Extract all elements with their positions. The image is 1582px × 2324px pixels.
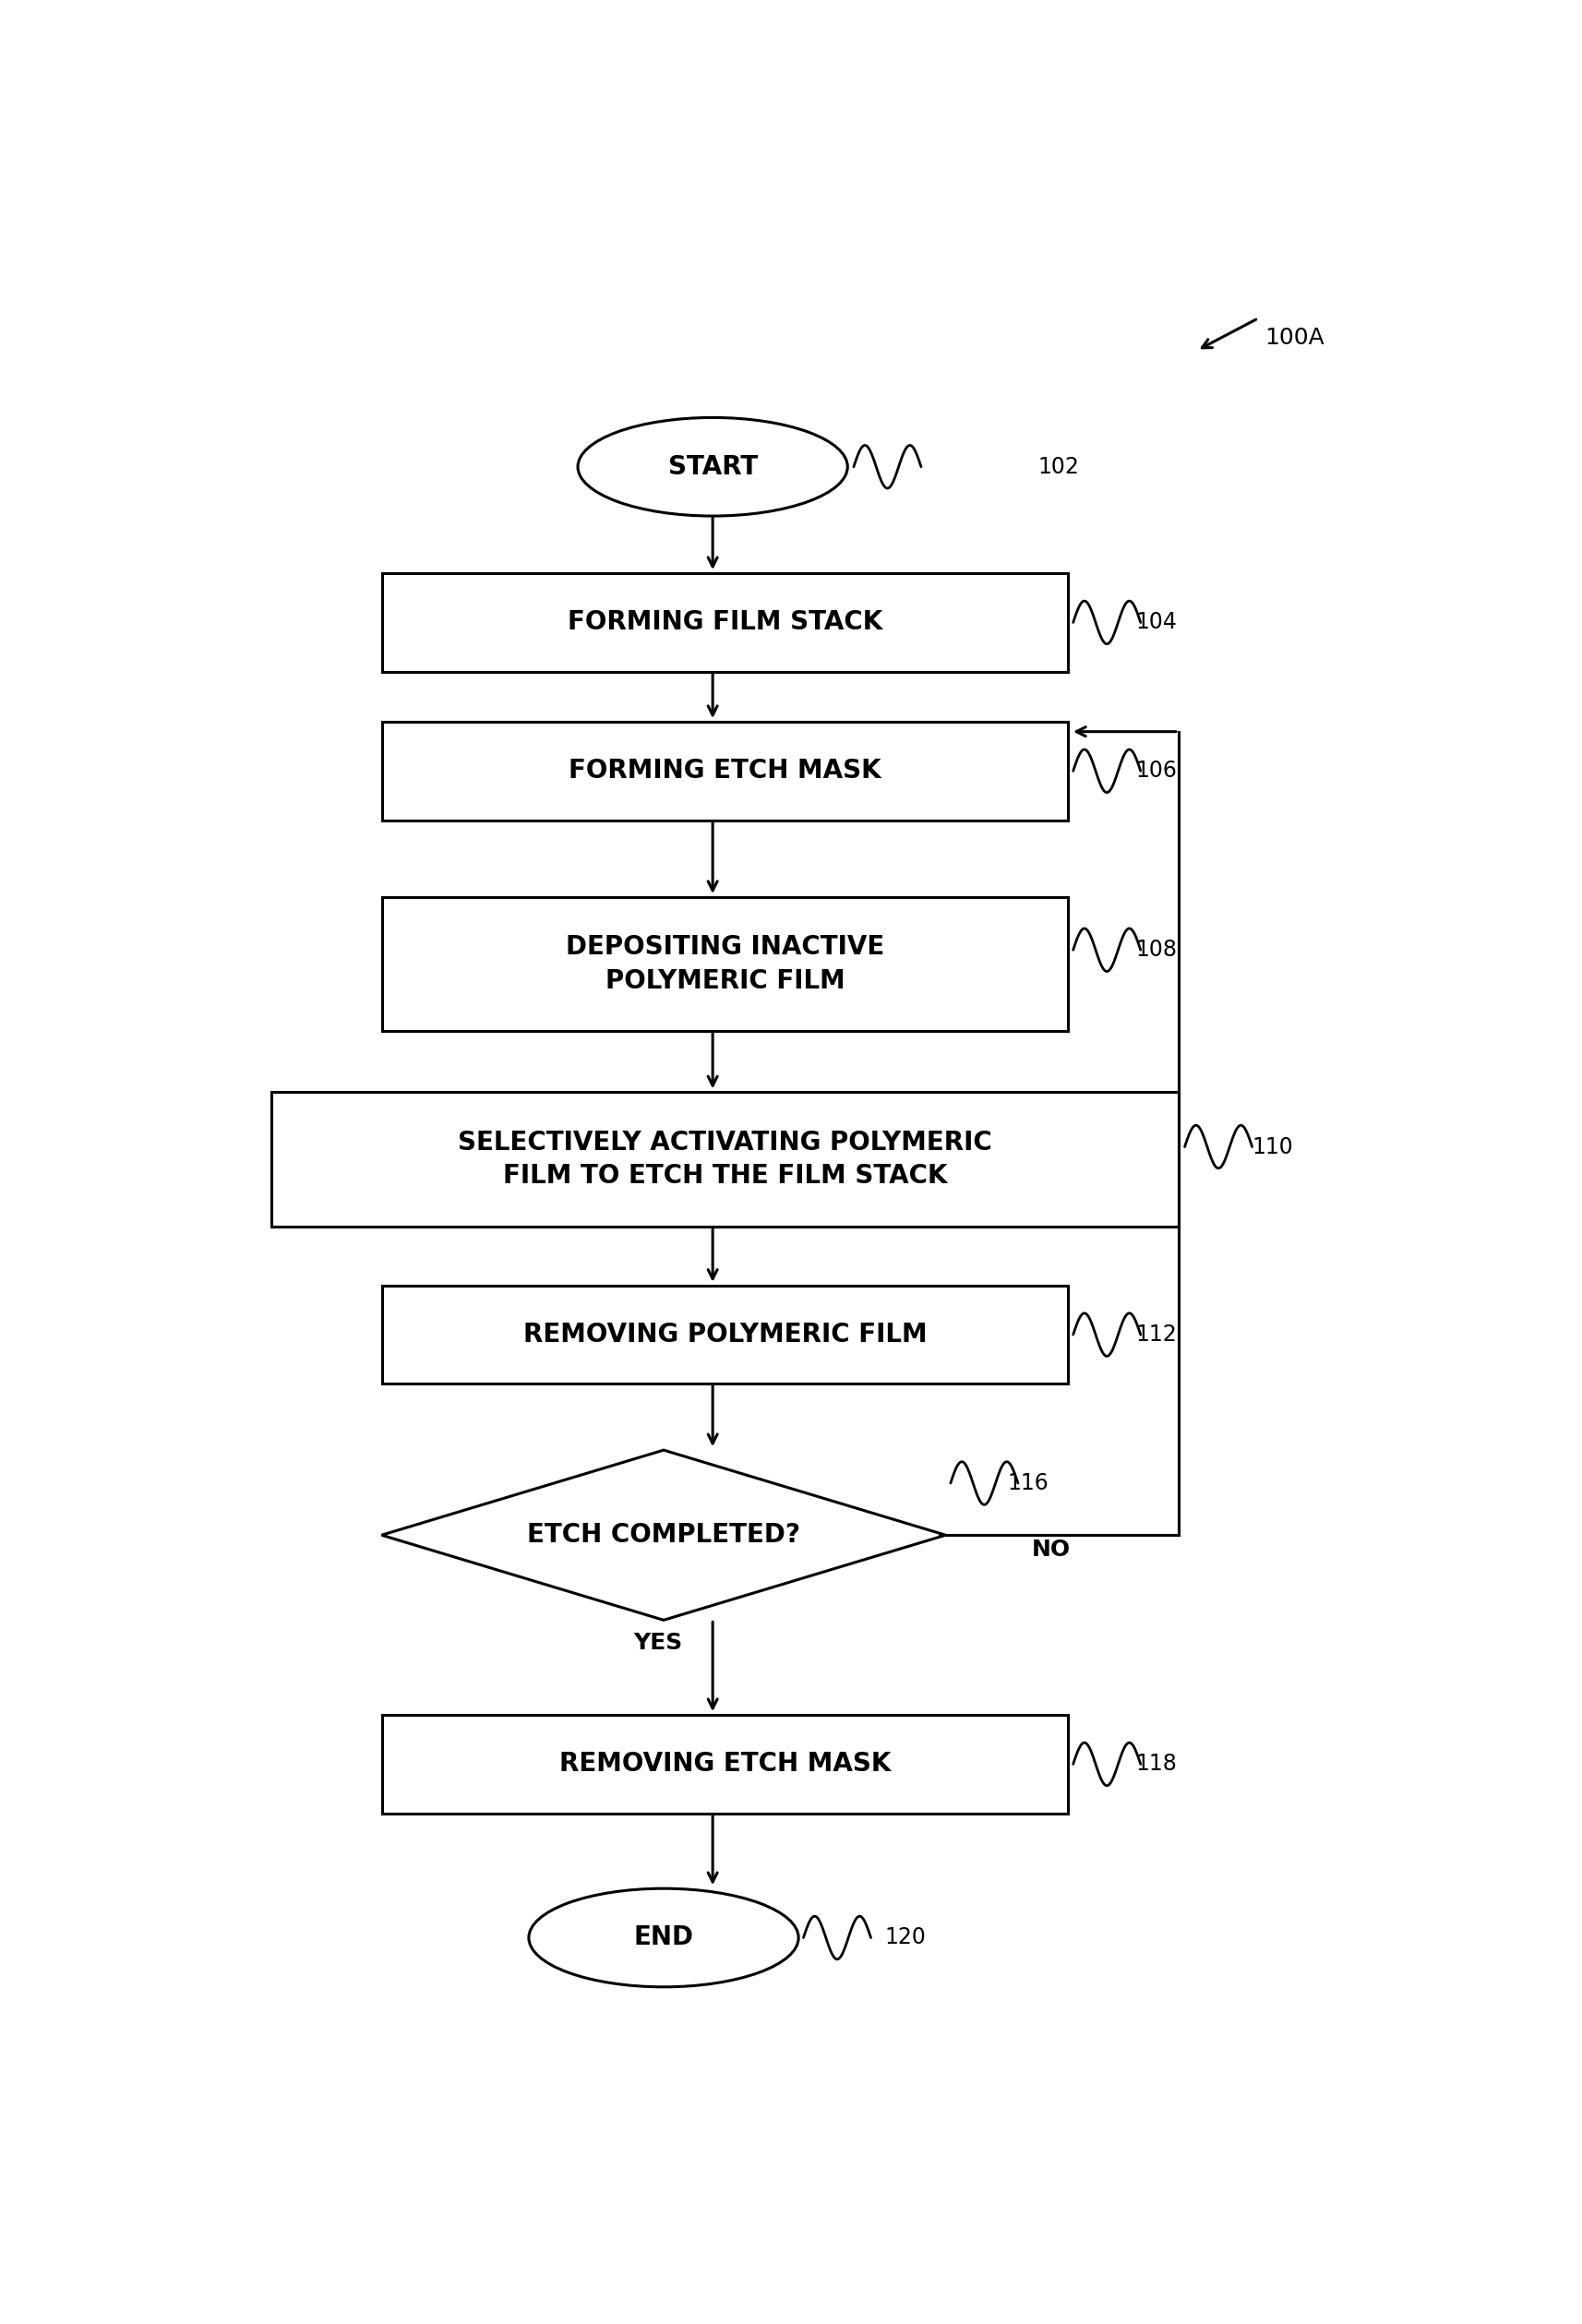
Bar: [381, 1285, 1068, 1383]
Bar: [381, 723, 1068, 820]
Bar: [381, 1715, 1068, 1813]
Bar: [381, 897, 1068, 1032]
Text: 112: 112: [1136, 1325, 1177, 1346]
Text: DEPOSITING INACTIVE
POLYMERIC FILM: DEPOSITING INACTIVE POLYMERIC FILM: [566, 934, 884, 995]
Bar: [381, 574, 1068, 672]
Text: 118: 118: [1136, 1752, 1177, 1776]
Text: 110: 110: [1253, 1136, 1294, 1157]
Bar: [272, 1092, 1179, 1227]
Text: NO: NO: [1031, 1538, 1071, 1559]
Text: YES: YES: [633, 1631, 682, 1655]
Text: FORMING ETCH MASK: FORMING ETCH MASK: [568, 758, 881, 783]
Text: 102: 102: [1038, 456, 1079, 479]
Text: SELECTIVELY ACTIVATING POLYMERIC
FILM TO ETCH THE FILM STACK: SELECTIVELY ACTIVATING POLYMERIC FILM TO…: [457, 1129, 992, 1190]
Text: REMOVING ETCH MASK: REMOVING ETCH MASK: [558, 1752, 891, 1778]
Text: 104: 104: [1136, 611, 1177, 634]
Text: 106: 106: [1136, 760, 1177, 783]
Text: ETCH COMPLETED?: ETCH COMPLETED?: [527, 1522, 800, 1548]
Text: 100A: 100A: [1264, 328, 1324, 349]
Text: REMOVING POLYMERIC FILM: REMOVING POLYMERIC FILM: [524, 1322, 927, 1348]
Text: 116: 116: [1008, 1471, 1049, 1494]
Text: 108: 108: [1136, 939, 1177, 962]
Text: 120: 120: [884, 1927, 925, 1950]
Text: END: END: [634, 1924, 693, 1950]
Text: START: START: [668, 453, 758, 479]
Text: FORMING FILM STACK: FORMING FILM STACK: [568, 609, 883, 634]
